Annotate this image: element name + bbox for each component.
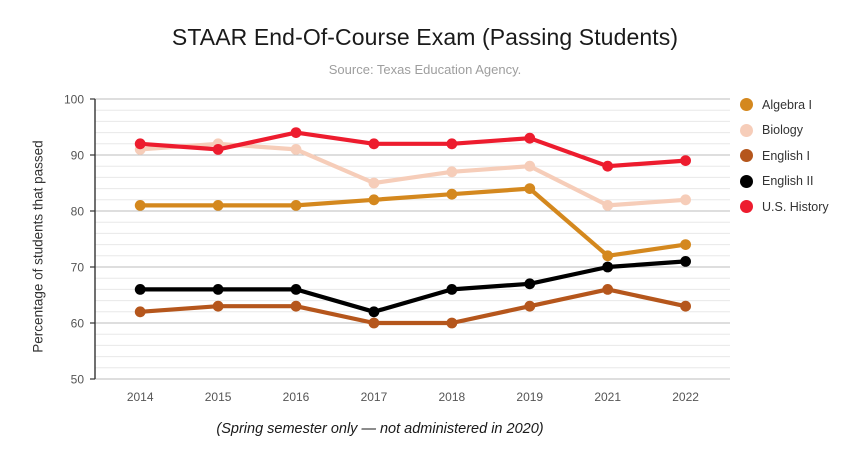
data-point[interactable] [368, 138, 380, 150]
data-point[interactable] [524, 183, 536, 195]
data-point[interactable] [290, 284, 302, 295]
data-point[interactable] [368, 177, 380, 189]
axis-lines [90, 98, 96, 380]
x-tick-label: 2021 [594, 390, 621, 404]
series-line [138, 259, 688, 314]
data-point[interactable] [680, 300, 691, 312]
data-point[interactable] [290, 144, 302, 155]
x-tick-labels: 2014 2015 2016 2017 2018 2019 2021 2022 [127, 390, 699, 404]
data-point[interactable] [290, 200, 302, 211]
y-tick-labels: 50 60 70 80 90 100 [64, 93, 84, 387]
data-point[interactable] [602, 284, 614, 295]
gridlines [95, 98, 730, 380]
data-point[interactable] [680, 239, 691, 251]
legend-item[interactable]: English II [740, 169, 850, 195]
series-line [138, 287, 688, 326]
y-tick-label: 50 [71, 373, 85, 387]
y-tick-label: 60 [71, 317, 85, 331]
data-point[interactable] [680, 194, 691, 206]
data-point[interactable] [602, 160, 614, 172]
data-point[interactable] [212, 284, 224, 295]
data-point[interactable] [602, 250, 614, 262]
x-tick-label: 2017 [361, 390, 388, 404]
legend-swatch-icon [740, 149, 753, 163]
data-point[interactable] [212, 300, 224, 312]
data-point[interactable] [524, 278, 536, 290]
data-point[interactable] [134, 200, 146, 211]
x-tick-label: 2019 [516, 390, 543, 404]
data-point[interactable] [212, 200, 224, 211]
data-point[interactable] [524, 300, 536, 312]
data-point[interactable] [134, 284, 146, 295]
data-point[interactable] [446, 138, 458, 150]
data-point[interactable] [368, 306, 380, 318]
data-point[interactable] [680, 155, 691, 167]
legend-label: Biology [762, 123, 803, 138]
chart-subtitle: Source: Texas Education Agency. [328, 62, 522, 77]
data-point[interactable] [680, 256, 691, 267]
legend-item[interactable]: English I [740, 143, 850, 169]
legend-item[interactable]: Algebra I [740, 92, 850, 118]
data-point[interactable] [212, 144, 224, 155]
data-point[interactable] [446, 166, 458, 178]
series-layer [134, 127, 691, 329]
legend-swatch-icon [740, 174, 753, 188]
data-point[interactable] [602, 200, 614, 211]
series-line [138, 186, 688, 258]
legend-swatch-icon [740, 123, 753, 137]
data-point[interactable] [290, 300, 302, 312]
data-point[interactable] [524, 160, 536, 172]
legend-label: English I [762, 148, 810, 163]
series-line [138, 130, 688, 169]
data-point[interactable] [134, 138, 146, 150]
x-tick-label: 2014 [127, 390, 154, 404]
chart-footnote: (Spring semester only — not administered… [216, 421, 544, 437]
data-point[interactable] [602, 261, 614, 273]
data-point[interactable] [290, 127, 302, 138]
legend-label: U.S. History [762, 199, 829, 214]
data-point[interactable] [134, 306, 146, 318]
x-tick-label: 2022 [672, 390, 699, 404]
data-point[interactable] [446, 284, 458, 295]
x-tick-label: 2018 [438, 390, 465, 404]
data-point[interactable] [368, 317, 380, 329]
legend-swatch-icon [740, 200, 753, 214]
legend-label: Algebra I [762, 97, 813, 112]
data-point[interactable] [524, 132, 536, 144]
chart-title: STAAR End-Of-Course Exam (Passing Studen… [171, 24, 679, 50]
legend-swatch-icon [740, 98, 753, 112]
x-tick-label: 2015 [205, 390, 232, 404]
legend-label: English II [762, 174, 814, 189]
y-tick-label: 100 [64, 93, 84, 107]
y-tick-label: 90 [71, 149, 85, 163]
y-tick-label: 80 [71, 205, 85, 219]
chart-legend: Algebra I Biology English I English II U.S. … [740, 92, 850, 220]
data-point[interactable] [446, 188, 458, 200]
y-tick-label: 70 [71, 261, 85, 275]
data-point[interactable] [368, 194, 380, 206]
data-point[interactable] [446, 317, 458, 329]
x-tick-label: 2016 [283, 390, 310, 404]
legend-item[interactable]: U.S. History [740, 194, 850, 220]
legend-item[interactable]: Biology [740, 118, 850, 144]
